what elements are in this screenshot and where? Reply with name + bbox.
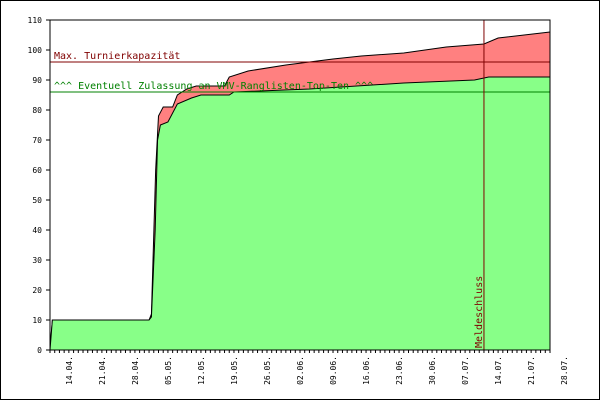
series-layer (49, 31, 551, 351)
y-tick-label: 80 (32, 106, 42, 115)
x-tick-label: 09.06. (329, 356, 338, 385)
registration-deadline-label: Meldeschluss (474, 276, 485, 348)
x-tick-label: 07.07. (461, 356, 470, 385)
x-tick-label: 02.06. (296, 356, 305, 385)
y-tick-label: 60 (32, 166, 42, 175)
x-tick-label: 28.04. (131, 356, 140, 385)
x-tick-label: 30.06. (428, 356, 437, 385)
y-tick-label: 10 (32, 316, 42, 325)
y-tick-label: 40 (32, 226, 42, 235)
y-tick-label: 50 (32, 196, 42, 205)
series-area-1 (50, 77, 550, 350)
x-tick-label: 14.04. (65, 356, 74, 385)
reference-lines (50, 20, 550, 350)
x-tick-label: 05.05. (164, 356, 173, 385)
y-tick-label: 110 (28, 16, 43, 25)
axes: 0 10 20 30 40 50 60 70 80 90 100 110 14.04. 21.04. 28.… (28, 16, 570, 385)
x-tick-label: 28.07. (560, 356, 569, 385)
top-ten-admission-label: ^^^ Eventuell Zulassung an VMV-Rangliste… (54, 81, 373, 92)
max-capacity-label: Max. Turnierkapazität (54, 51, 180, 62)
x-tick-label: 26.05. (263, 356, 272, 385)
y-tick-label: 100 (28, 46, 43, 55)
series-line-1 (49, 76, 550, 351)
x-tick-label: 14.07. (494, 356, 503, 385)
x-tick-label: 19.05. (230, 356, 239, 385)
series-line-0 (49, 31, 551, 351)
y-tick-label: 70 (32, 136, 42, 145)
x-tick-label: 16.06. (362, 356, 371, 385)
x-tick-label: 12.05. (197, 356, 206, 385)
y-tick-label: 90 (32, 76, 42, 85)
x-tick-label: 21.04. (98, 356, 107, 385)
x-tick-label: 21.07. (527, 356, 536, 385)
y-tick-label: 30 (32, 256, 42, 265)
y-tick-label: 0 (37, 346, 42, 355)
x-tick-label: 23.06. (395, 356, 404, 385)
y-tick-label: 20 (32, 286, 42, 295)
